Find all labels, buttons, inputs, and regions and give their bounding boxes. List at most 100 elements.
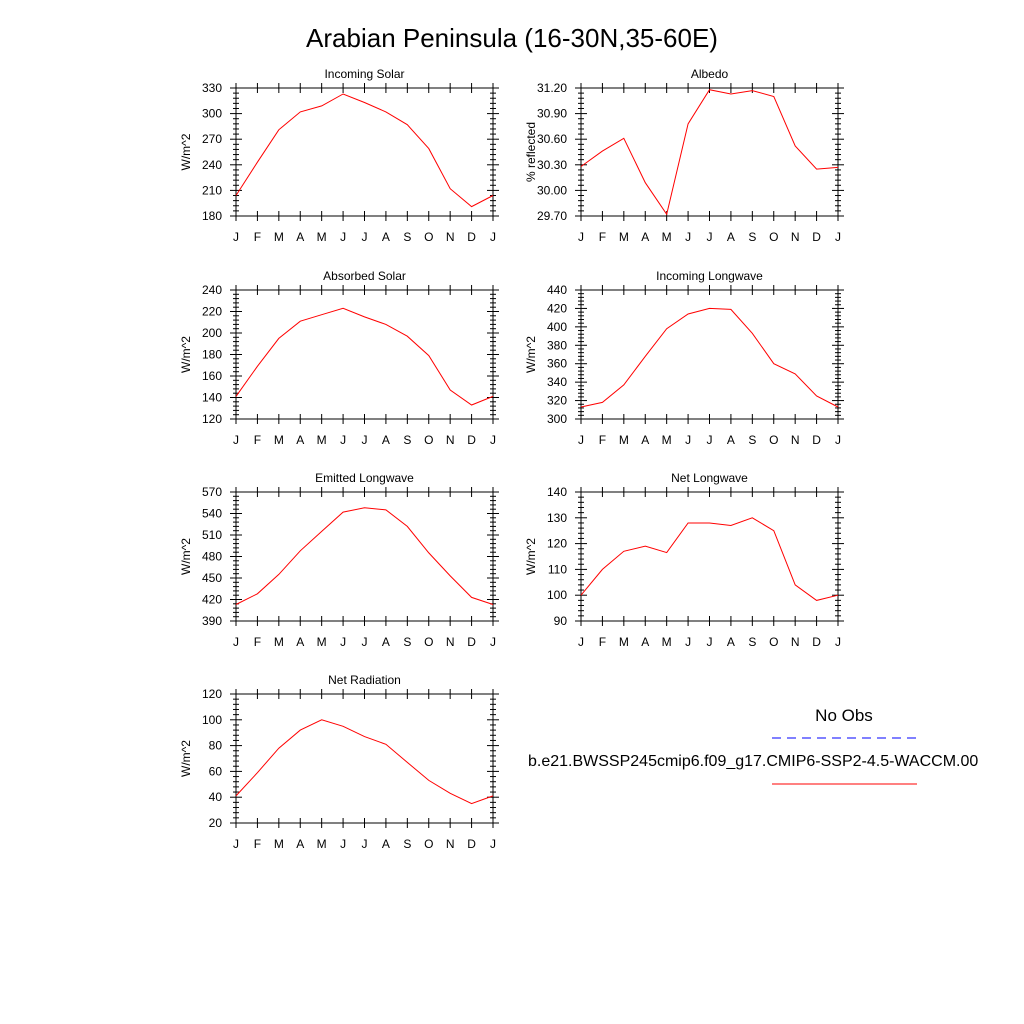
plot-frame xyxy=(580,87,839,217)
y-tick-label: 31.20 xyxy=(537,81,567,95)
legend-obs-label: No Obs xyxy=(815,706,873,725)
x-tick-label: A xyxy=(727,635,735,649)
x-tick-label: F xyxy=(599,433,606,447)
x-tick-label: J xyxy=(835,230,841,244)
plot-frame xyxy=(580,289,839,420)
y-tick-label: 450 xyxy=(202,571,222,585)
y-tick-label: 100 xyxy=(202,713,222,727)
x-tick-label: A xyxy=(382,635,390,649)
x-tick-label: J xyxy=(685,433,691,447)
legend: No Obs b.e21.BWSSP245cmip6.f09_g17.CMIP6… xyxy=(528,706,978,785)
y-axis-label: % reflected xyxy=(524,122,538,182)
y-tick-label: 30.30 xyxy=(537,158,567,172)
x-tick-label: N xyxy=(446,635,455,649)
x-tick-label: D xyxy=(467,433,476,447)
y-tick-label: 29.70 xyxy=(537,209,567,223)
x-tick-label: M xyxy=(274,837,284,851)
x-tick-label: F xyxy=(599,635,606,649)
y-tick-label: 210 xyxy=(202,183,222,197)
x-tick-label: S xyxy=(403,433,411,447)
y-tick-label: 130 xyxy=(547,511,567,525)
x-tick-label: D xyxy=(812,433,821,447)
x-tick-label: S xyxy=(748,230,756,244)
y-tick-label: 120 xyxy=(547,537,567,551)
x-tick-label: O xyxy=(769,433,778,447)
x-tick-label: A xyxy=(296,837,304,851)
y-axis-label: W/m^2 xyxy=(179,336,193,373)
x-tick-label: O xyxy=(769,230,778,244)
series-line xyxy=(235,719,494,805)
x-tick-label: J xyxy=(578,635,584,649)
x-tick-label: J xyxy=(233,635,239,649)
x-tick-label: J xyxy=(835,635,841,649)
x-tick-label: A xyxy=(382,433,390,447)
series-line xyxy=(235,307,494,406)
x-tick-label: J xyxy=(233,433,239,447)
y-tick-label: 140 xyxy=(202,391,222,405)
y-tick-label: 30.00 xyxy=(537,183,567,197)
x-tick-label: N xyxy=(791,433,800,447)
x-tick-label: J xyxy=(685,635,691,649)
x-tick-label: D xyxy=(812,635,821,649)
y-tick-label: 120 xyxy=(202,412,222,426)
x-tick-label: J xyxy=(578,230,584,244)
series-line xyxy=(235,507,494,605)
plot-frame xyxy=(580,491,839,622)
panel-title: Emitted Longwave xyxy=(315,471,414,485)
x-tick-label: O xyxy=(424,635,433,649)
x-tick-label: M xyxy=(317,230,327,244)
x-tick-label: S xyxy=(403,635,411,649)
x-tick-label: D xyxy=(812,230,821,244)
panel-title: Absorbed Solar xyxy=(323,269,406,283)
x-tick-label: S xyxy=(403,230,411,244)
y-tick-label: 380 xyxy=(547,338,567,352)
y-tick-label: 540 xyxy=(202,507,222,521)
y-tick-label: 220 xyxy=(202,305,222,319)
x-tick-label: F xyxy=(254,837,261,851)
x-tick-label: N xyxy=(446,433,455,447)
x-tick-label: M xyxy=(662,433,672,447)
x-tick-label: S xyxy=(748,635,756,649)
x-tick-label: A xyxy=(641,230,649,244)
x-tick-label: A xyxy=(641,635,649,649)
y-tick-label: 570 xyxy=(202,485,222,499)
x-tick-label: A xyxy=(641,433,649,447)
x-tick-label: S xyxy=(748,433,756,447)
y-tick-label: 320 xyxy=(547,394,567,408)
y-axis-label: W/m^2 xyxy=(524,336,538,373)
y-tick-label: 180 xyxy=(202,348,222,362)
y-tick-label: 390 xyxy=(202,614,222,628)
x-tick-label: J xyxy=(490,433,496,447)
x-tick-label: O xyxy=(424,433,433,447)
panel-title: Net Radiation xyxy=(328,673,401,687)
panel-title: Net Longwave xyxy=(671,471,748,485)
y-tick-label: 30.90 xyxy=(537,107,567,121)
x-tick-label: J xyxy=(362,837,368,851)
x-tick-label: J xyxy=(340,433,346,447)
x-tick-label: O xyxy=(424,230,433,244)
x-tick-label: F xyxy=(254,230,261,244)
x-tick-label: D xyxy=(467,230,476,244)
x-tick-label: J xyxy=(340,837,346,851)
x-tick-label: M xyxy=(619,433,629,447)
plot-frame xyxy=(235,289,494,420)
y-tick-label: 240 xyxy=(202,158,222,172)
panel-title: Incoming Longwave xyxy=(656,269,763,283)
y-axis-label: W/m^2 xyxy=(179,740,193,777)
x-tick-label: J xyxy=(685,230,691,244)
y-tick-label: 120 xyxy=(202,687,222,701)
legend-model-label: b.e21.BWSSP245cmip6.f09_g17.CMIP6-SSP2-4… xyxy=(528,753,978,770)
x-tick-label: J xyxy=(707,433,713,447)
x-tick-label: J xyxy=(233,837,239,851)
x-tick-label: J xyxy=(707,230,713,244)
x-tick-label: A xyxy=(296,635,304,649)
y-tick-label: 180 xyxy=(202,209,222,223)
y-tick-label: 440 xyxy=(547,283,567,297)
x-tick-label: M xyxy=(662,635,672,649)
x-tick-label: F xyxy=(254,635,261,649)
x-tick-label: O xyxy=(424,837,433,851)
